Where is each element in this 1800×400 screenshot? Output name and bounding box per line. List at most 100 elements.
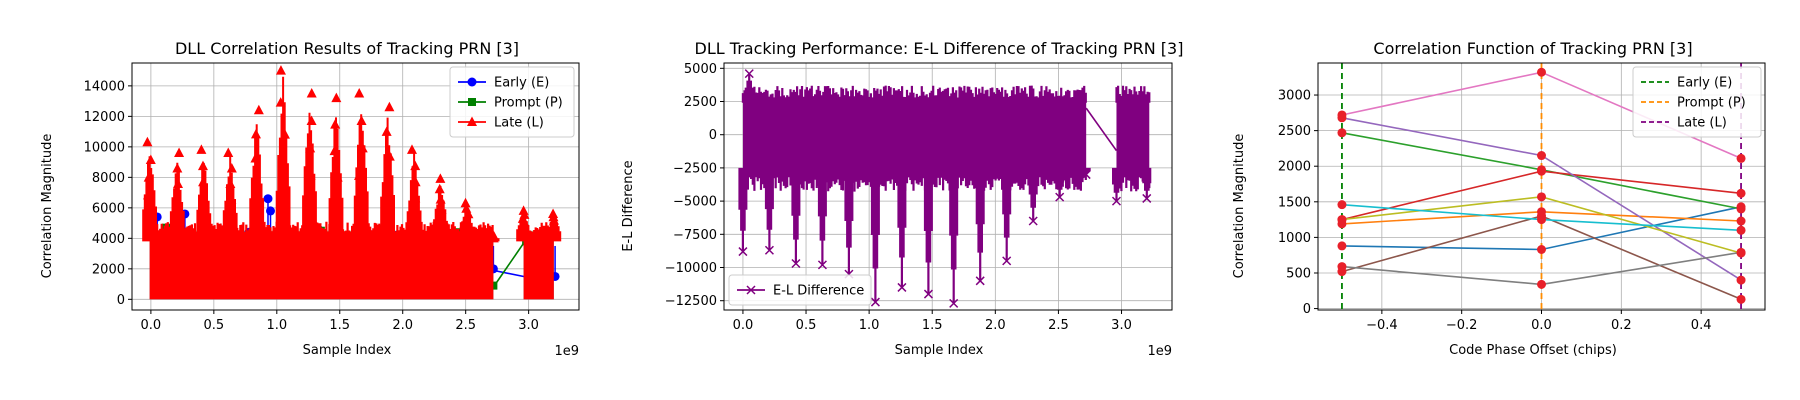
el-spike xyxy=(1055,167,1065,198)
el-spike xyxy=(1142,167,1152,199)
el-marker xyxy=(870,297,880,307)
chart-correlation-function: Correlation Function of Tracking PRN [3]… xyxy=(1232,39,1766,358)
el-spike xyxy=(817,167,827,265)
late-marker xyxy=(306,87,317,98)
late-marker xyxy=(198,176,209,187)
late-marker xyxy=(410,160,421,171)
x-tick-label: 0.0 xyxy=(141,318,162,333)
late-marker xyxy=(226,194,237,204)
late-marker xyxy=(435,194,446,204)
y-tick-label: 500 xyxy=(1286,266,1311,281)
late-marker xyxy=(384,151,395,161)
y-axis-label: Correlation Magnitude xyxy=(40,134,55,279)
late-marker xyxy=(330,119,341,129)
x-axis-label: Sample Index xyxy=(895,343,984,358)
late-marker xyxy=(303,197,314,208)
y-tick-label: 1500 xyxy=(1278,195,1311,210)
el-marker xyxy=(1002,256,1012,266)
late-marker xyxy=(277,193,288,203)
el-marker xyxy=(1028,216,1038,226)
el-spike xyxy=(764,167,774,251)
y-tick-label: −5000 xyxy=(673,195,717,210)
el-marker xyxy=(1142,193,1152,203)
late-marker xyxy=(354,170,365,180)
x-tick-label: −0.4 xyxy=(1366,318,1398,333)
x-axis-offset: 1e9 xyxy=(1147,344,1172,359)
late-marker xyxy=(174,147,185,157)
y-tick-label: 0 xyxy=(117,293,125,308)
dense-band xyxy=(1116,100,1150,172)
late-marker xyxy=(381,126,392,136)
el-spike xyxy=(1081,167,1091,175)
late-marker xyxy=(436,204,447,214)
late-marker xyxy=(406,144,417,154)
late-marker xyxy=(408,209,419,219)
late-marker xyxy=(173,178,184,189)
y-axis-label: E-L Difference xyxy=(621,160,636,251)
correlation-point xyxy=(1736,225,1746,235)
x-tick-label: 3.0 xyxy=(1111,318,1132,333)
legend-label: Late (L) xyxy=(494,116,544,131)
late-marker xyxy=(225,178,236,189)
correlation-point xyxy=(1337,110,1347,120)
correlation-point xyxy=(1337,128,1347,138)
late-marker xyxy=(223,209,234,220)
late-marker xyxy=(305,170,316,180)
x-tick-label: 2.5 xyxy=(455,318,476,333)
correlation-point xyxy=(1537,215,1546,225)
x-tick-label: 2.0 xyxy=(392,318,413,333)
legend: Early (E) Prompt (P) Late (L) xyxy=(1632,66,1762,138)
y-tick-label: 1000 xyxy=(1278,231,1311,246)
legend-marker xyxy=(746,285,756,295)
legend: Early (E) Prompt (P) Late (L) xyxy=(449,66,575,138)
late-marker xyxy=(250,152,261,163)
y-tick-label: −7500 xyxy=(673,228,717,243)
dense-band xyxy=(523,236,554,300)
y-tick-label: 2000 xyxy=(92,262,125,277)
x-tick-label: 0.5 xyxy=(796,318,817,333)
y-tick-label: 2500 xyxy=(684,95,717,110)
late-marker xyxy=(145,207,156,218)
el-marker xyxy=(817,260,827,270)
late-marker xyxy=(142,189,153,200)
el-marker xyxy=(1081,170,1091,180)
late-spike xyxy=(275,76,291,242)
late-marker xyxy=(332,172,343,182)
y-tick-label: 2500 xyxy=(1278,124,1311,139)
late-marker xyxy=(357,197,368,208)
legend-label: Early (E) xyxy=(494,76,549,91)
late-marker xyxy=(226,163,237,173)
late-marker xyxy=(354,87,365,98)
correlation-point xyxy=(1537,279,1546,289)
el-marker xyxy=(791,258,801,269)
late-marker xyxy=(331,92,342,103)
x-tick-label: 3.0 xyxy=(518,318,539,333)
y-tick-label: 5000 xyxy=(684,62,717,77)
correlation-point xyxy=(1736,275,1746,285)
late-marker xyxy=(277,161,288,171)
x-tick-label: −0.2 xyxy=(1446,318,1478,333)
y-tick-label: −10000 xyxy=(665,261,717,276)
late-marker xyxy=(382,175,393,186)
y-tick-label: −12500 xyxy=(665,294,717,309)
legend-label: E-L Difference xyxy=(773,284,864,299)
y-tick-label: 8000 xyxy=(92,171,125,186)
el-spike xyxy=(1002,167,1012,261)
el-marker xyxy=(975,276,985,286)
early-marker xyxy=(263,194,273,204)
correlation-point xyxy=(1736,248,1746,258)
correlation-point xyxy=(1337,262,1347,272)
late-marker xyxy=(460,197,471,208)
chart-title: Correlation Function of Tracking PRN [3] xyxy=(1373,39,1692,58)
late-marker xyxy=(547,221,558,232)
y-tick-label: 14000 xyxy=(84,79,125,94)
el-spike xyxy=(791,167,801,264)
el-spike xyxy=(844,167,854,275)
x-tick-label: 1.0 xyxy=(859,318,880,333)
legend-marker xyxy=(467,116,477,126)
y-tick-label: −2500 xyxy=(673,161,717,176)
correlation-point xyxy=(1537,192,1546,202)
y-tick-label: 4000 xyxy=(92,232,125,247)
gap-line-prompt xyxy=(492,240,526,288)
x-tick-label: 0.2 xyxy=(1611,318,1632,333)
